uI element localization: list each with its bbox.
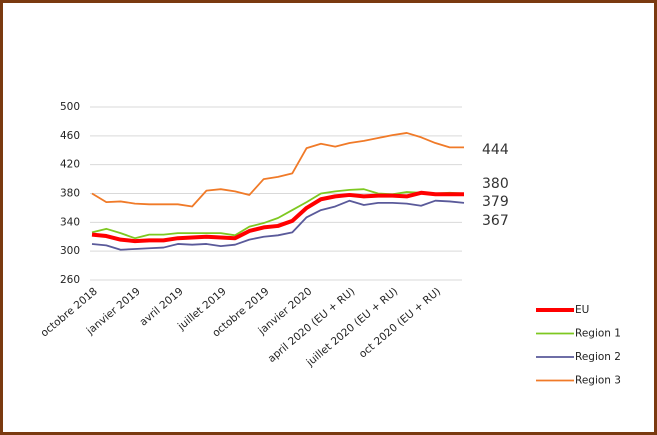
y-tick-label: 500 [60, 101, 80, 113]
end-label: 379 [482, 194, 509, 210]
end-label: 367 [482, 213, 509, 229]
legend-label: Region 1 [575, 328, 621, 340]
legend-label: Region 2 [575, 351, 621, 363]
legend-label: EU [575, 304, 589, 316]
y-tick-label: 380 [60, 188, 80, 200]
series-line [91, 188, 465, 240]
y-tick-label: 420 [60, 159, 80, 171]
series-line [91, 190, 464, 244]
y-tick-label: 260 [60, 274, 80, 286]
end-label: 380 [482, 176, 509, 192]
legend-label: Region 3 [575, 375, 621, 387]
end-label: 444 [482, 142, 509, 158]
y-tick-label: 340 [60, 216, 80, 228]
y-tick-label: 300 [60, 245, 80, 257]
y-tick-label: 460 [60, 130, 80, 142]
series-line [91, 199, 465, 251]
series-line [91, 132, 464, 208]
